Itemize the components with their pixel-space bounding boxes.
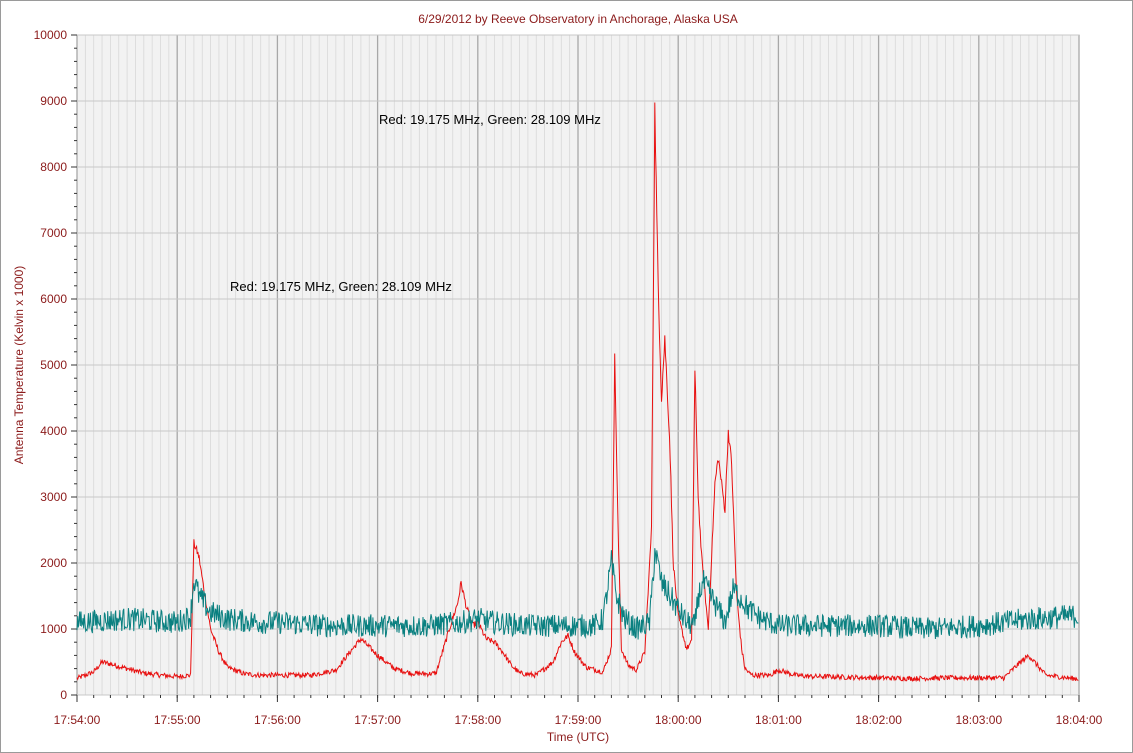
series-line-green: [76, 548, 1079, 640]
y-tick-label: 8000: [40, 160, 67, 174]
x-tick-label: 17:55:00: [154, 713, 201, 727]
y-tick-label: 9000: [40, 94, 67, 108]
x-axis-label: Time (UTC): [547, 730, 609, 744]
x-tick-label: 17:58:00: [454, 713, 501, 727]
y-tick-label: 7000: [40, 226, 67, 240]
x-tick-label: 17:59:00: [555, 713, 602, 727]
x-tick-label: 18:02:00: [855, 713, 902, 727]
y-tick-label: 4000: [40, 424, 67, 438]
chart-title: 6/29/2012 by Reeve Observatory in Anchor…: [418, 12, 738, 26]
series-line-red: [76, 102, 1079, 683]
x-tick-label: 17:56:00: [254, 713, 301, 727]
y-tick-label: 3000: [40, 490, 67, 504]
y-tick-label: 0: [60, 688, 67, 702]
x-tick-label: 18:03:00: [955, 713, 1002, 727]
y-tick-label: 10000: [34, 28, 68, 42]
x-tick-label: 18:00:00: [655, 713, 702, 727]
y-tick-label: 5000: [40, 358, 67, 372]
y-tick-label: 2000: [40, 556, 67, 570]
chart-annotation: Red: 19.175 MHz, Green: 28.109 MHz: [379, 112, 601, 127]
y-axis-label: Antenna Temperature (Kelvin x 1000): [12, 266, 26, 465]
x-tick-label: 17:57:00: [354, 713, 401, 727]
x-tick-label: 17:54:00: [54, 713, 101, 727]
grid-lines: [76, 34, 1080, 696]
x-axis-ticks: 17:54:00 17:55:00 17:56:00 17:57:00 17:58:00…: [54, 695, 1103, 727]
x-tick-label: 18:04:00: [1056, 713, 1103, 727]
chart-annotation: Red: 19.175 MHz, Green: 28.109 MHz: [230, 279, 452, 294]
y-tick-label: 6000: [40, 292, 67, 306]
x-tick-label: 18:01:00: [755, 713, 802, 727]
y-axis-ticks: 0 1000 2000 3000 4000 5000 6000 7000 8000 9000 100…: [34, 28, 77, 702]
y-tick-label: 1000: [40, 622, 67, 636]
